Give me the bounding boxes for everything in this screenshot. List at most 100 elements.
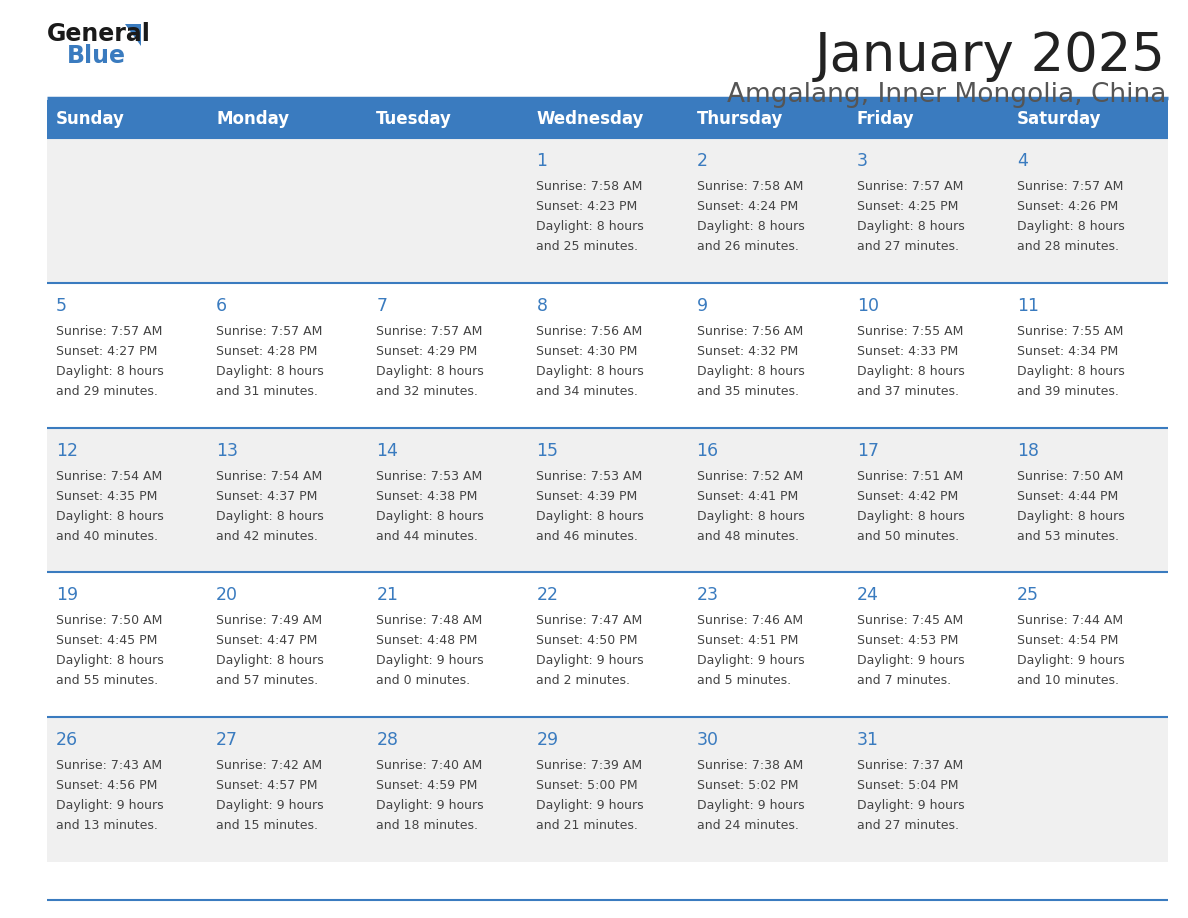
- Text: Sunset: 4:35 PM: Sunset: 4:35 PM: [56, 489, 157, 502]
- Text: and 46 minutes.: and 46 minutes.: [537, 530, 638, 543]
- Text: and 5 minutes.: and 5 minutes.: [696, 675, 791, 688]
- Text: and 25 minutes.: and 25 minutes.: [537, 240, 638, 253]
- Text: Sunset: 4:51 PM: Sunset: 4:51 PM: [696, 634, 798, 647]
- Text: Sunset: 4:44 PM: Sunset: 4:44 PM: [1017, 489, 1118, 502]
- Text: Sunrise: 7:58 AM: Sunrise: 7:58 AM: [696, 180, 803, 193]
- Text: Daylight: 8 hours: Daylight: 8 hours: [1017, 364, 1125, 378]
- Text: Sunset: 4:39 PM: Sunset: 4:39 PM: [537, 489, 638, 502]
- Text: Sunrise: 7:57 AM: Sunrise: 7:57 AM: [216, 325, 322, 338]
- Text: Sunset: 4:41 PM: Sunset: 4:41 PM: [696, 489, 798, 502]
- Text: 28: 28: [377, 732, 398, 749]
- Text: 18: 18: [1017, 442, 1038, 460]
- Text: and 32 minutes.: and 32 minutes.: [377, 385, 478, 397]
- Text: Daylight: 8 hours: Daylight: 8 hours: [1017, 220, 1125, 233]
- Text: Daylight: 8 hours: Daylight: 8 hours: [1017, 509, 1125, 522]
- Text: 3: 3: [857, 152, 867, 170]
- Text: 22: 22: [537, 587, 558, 604]
- Text: Sunrise: 7:49 AM: Sunrise: 7:49 AM: [216, 614, 322, 627]
- Bar: [48, 100, 1168, 138]
- Text: Friday: Friday: [857, 110, 915, 128]
- Text: 16: 16: [696, 442, 719, 460]
- Text: Tuesday: Tuesday: [377, 110, 453, 128]
- Text: Sunrise: 7:56 AM: Sunrise: 7:56 AM: [696, 325, 803, 338]
- Text: Sunrise: 7:53 AM: Sunrise: 7:53 AM: [377, 470, 482, 483]
- Text: Sunrise: 7:50 AM: Sunrise: 7:50 AM: [1017, 470, 1123, 483]
- Text: 21: 21: [377, 587, 398, 604]
- Text: and 29 minutes.: and 29 minutes.: [56, 385, 158, 397]
- Text: Daylight: 8 hours: Daylight: 8 hours: [696, 509, 804, 522]
- Text: and 0 minutes.: and 0 minutes.: [377, 675, 470, 688]
- Text: Monday: Monday: [216, 110, 289, 128]
- Text: Sunset: 5:00 PM: Sunset: 5:00 PM: [537, 779, 638, 792]
- Text: and 26 minutes.: and 26 minutes.: [696, 240, 798, 253]
- Text: and 42 minutes.: and 42 minutes.: [216, 530, 318, 543]
- Text: Sunrise: 7:44 AM: Sunrise: 7:44 AM: [1017, 614, 1123, 627]
- Text: Daylight: 9 hours: Daylight: 9 hours: [857, 655, 965, 667]
- Text: Amgalang, Inner Mongolia, China: Amgalang, Inner Mongolia, China: [727, 82, 1165, 108]
- Text: and 40 minutes.: and 40 minutes.: [56, 530, 158, 543]
- Text: and 13 minutes.: and 13 minutes.: [56, 819, 158, 833]
- Bar: [48, 138, 1168, 283]
- Text: and 18 minutes.: and 18 minutes.: [377, 819, 479, 833]
- Text: 17: 17: [857, 442, 879, 460]
- Text: Sunset: 4:50 PM: Sunset: 4:50 PM: [537, 634, 638, 647]
- Text: Daylight: 9 hours: Daylight: 9 hours: [537, 800, 644, 812]
- Text: and 37 minutes.: and 37 minutes.: [857, 385, 959, 397]
- Text: 4: 4: [1017, 152, 1028, 170]
- Text: 31: 31: [857, 732, 879, 749]
- Text: Sunrise: 7:55 AM: Sunrise: 7:55 AM: [1017, 325, 1123, 338]
- Text: Daylight: 8 hours: Daylight: 8 hours: [537, 220, 644, 233]
- Text: Sunrise: 7:54 AM: Sunrise: 7:54 AM: [216, 470, 322, 483]
- Bar: [48, 283, 1168, 428]
- Text: Sunrise: 7:47 AM: Sunrise: 7:47 AM: [537, 614, 643, 627]
- Text: Thursday: Thursday: [696, 110, 783, 128]
- Text: 19: 19: [56, 587, 78, 604]
- Text: and 39 minutes.: and 39 minutes.: [1017, 385, 1119, 397]
- Text: Daylight: 9 hours: Daylight: 9 hours: [696, 800, 804, 812]
- Text: 11: 11: [1017, 297, 1038, 315]
- Text: Daylight: 8 hours: Daylight: 8 hours: [857, 509, 965, 522]
- Text: Sunset: 4:32 PM: Sunset: 4:32 PM: [696, 345, 798, 358]
- Text: and 7 minutes.: and 7 minutes.: [857, 675, 950, 688]
- Text: and 31 minutes.: and 31 minutes.: [216, 385, 318, 397]
- Bar: [48, 428, 1168, 573]
- Text: Sunrise: 7:46 AM: Sunrise: 7:46 AM: [696, 614, 803, 627]
- Text: Sunset: 4:57 PM: Sunset: 4:57 PM: [216, 779, 317, 792]
- Text: General: General: [48, 22, 151, 46]
- Text: Daylight: 8 hours: Daylight: 8 hours: [696, 364, 804, 378]
- Text: and 27 minutes.: and 27 minutes.: [857, 819, 959, 833]
- Bar: [48, 573, 1168, 717]
- Text: and 50 minutes.: and 50 minutes.: [857, 530, 959, 543]
- Text: 6: 6: [216, 297, 227, 315]
- Text: 24: 24: [857, 587, 879, 604]
- Text: Sunrise: 7:48 AM: Sunrise: 7:48 AM: [377, 614, 482, 627]
- Text: Sunset: 4:54 PM: Sunset: 4:54 PM: [1017, 634, 1118, 647]
- Text: Sunrise: 7:57 AM: Sunrise: 7:57 AM: [1017, 180, 1123, 193]
- Text: Daylight: 8 hours: Daylight: 8 hours: [377, 364, 484, 378]
- Text: 30: 30: [696, 732, 719, 749]
- Text: Sunset: 4:53 PM: Sunset: 4:53 PM: [857, 634, 958, 647]
- Text: Sunset: 4:29 PM: Sunset: 4:29 PM: [377, 345, 478, 358]
- Text: and 28 minutes.: and 28 minutes.: [1017, 240, 1119, 253]
- Text: Sunrise: 7:57 AM: Sunrise: 7:57 AM: [857, 180, 963, 193]
- Text: Sunrise: 7:57 AM: Sunrise: 7:57 AM: [377, 325, 482, 338]
- Text: Sunrise: 7:52 AM: Sunrise: 7:52 AM: [696, 470, 803, 483]
- Text: Daylight: 8 hours: Daylight: 8 hours: [537, 364, 644, 378]
- Text: 15: 15: [537, 442, 558, 460]
- Text: Daylight: 9 hours: Daylight: 9 hours: [377, 655, 484, 667]
- Text: Sunrise: 7:45 AM: Sunrise: 7:45 AM: [857, 614, 963, 627]
- Text: Sunset: 4:42 PM: Sunset: 4:42 PM: [857, 489, 958, 502]
- Text: Sunset: 4:26 PM: Sunset: 4:26 PM: [1017, 200, 1118, 213]
- Text: and 24 minutes.: and 24 minutes.: [696, 819, 798, 833]
- Text: Sunset: 4:25 PM: Sunset: 4:25 PM: [857, 200, 958, 213]
- Text: 29: 29: [537, 732, 558, 749]
- Text: Sunrise: 7:54 AM: Sunrise: 7:54 AM: [56, 470, 163, 483]
- Text: Sunrise: 7:42 AM: Sunrise: 7:42 AM: [216, 759, 322, 772]
- Text: and 21 minutes.: and 21 minutes.: [537, 819, 638, 833]
- Text: Daylight: 8 hours: Daylight: 8 hours: [857, 364, 965, 378]
- Text: Sunset: 4:23 PM: Sunset: 4:23 PM: [537, 200, 638, 213]
- Text: Daylight: 8 hours: Daylight: 8 hours: [56, 655, 164, 667]
- Text: Sunrise: 7:38 AM: Sunrise: 7:38 AM: [696, 759, 803, 772]
- Text: Sunrise: 7:51 AM: Sunrise: 7:51 AM: [857, 470, 963, 483]
- Text: Sunset: 4:34 PM: Sunset: 4:34 PM: [1017, 345, 1118, 358]
